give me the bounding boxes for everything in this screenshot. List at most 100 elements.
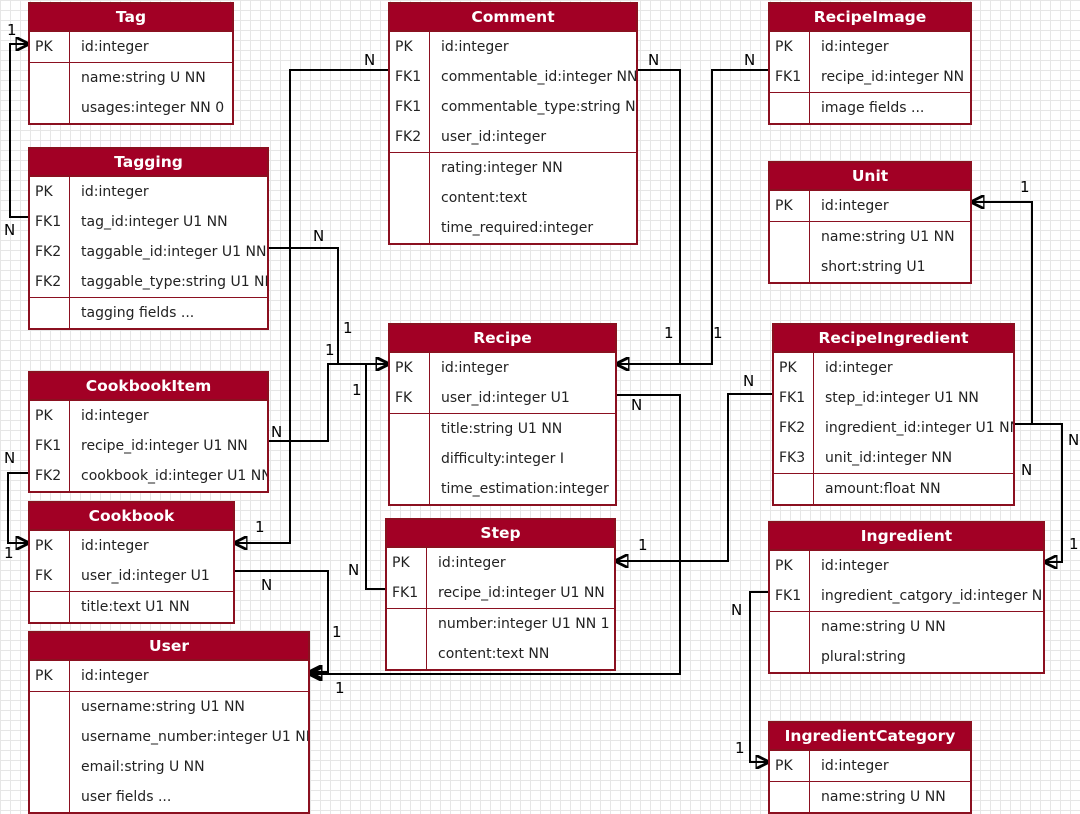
attribute-row: time_estimation:integer [390,474,615,504]
field-cell: usages:integer NN 0 [81,100,225,116]
key-cell: PK [30,531,70,561]
cardinality-label-recipeingredient-ingredient-n: N [1068,431,1080,449]
entity-title: Cookbook [30,503,233,531]
field-cell: tag_id:integer U1 NN [81,214,228,230]
entity-title: Tag [30,4,232,32]
key-cell: PK [390,353,430,383]
entity-recipe[interactable]: Recipe PK id:integer FK user_id:integer U1 ti… [388,323,617,506]
attribute-row: FK user_id:integer U1 [390,383,615,413]
field-cell: commentable_type:string NN [441,99,636,115]
attribute-row: FK1 commentable_id:integer NN [390,62,636,92]
field-cell: id:integer [825,360,893,376]
key-cell: PK [770,751,810,781]
cardinality-label-unit-one: 1 [1020,178,1030,196]
attribute-row: FK2 user_id:integer [390,122,636,152]
entity-recipeingredient[interactable]: RecipeIngredient PK id:integer FK1 step_id:i… [772,323,1015,506]
key-cell [770,252,810,282]
entity-tag[interactable]: Tag PK id:integer name:string U NN usages:in… [28,2,234,125]
entity-comment[interactable]: Comment PK id:integer FK1 commentable_id:int… [388,2,638,245]
key-cell: FK1 [770,62,810,92]
entity-unit[interactable]: Unit PK id:integer name:string U1 NN short:s… [768,161,972,284]
field-cell: name:string U NN [821,619,946,635]
attribute-row: username_number:integer U1 NN [30,722,308,752]
field-cell: name:string U NN [821,789,946,805]
key-cell [390,153,430,183]
field-cell: name:string U NN [81,70,206,86]
attribute-row: PK id:integer [390,32,636,62]
entity-cookbookitem[interactable]: CookbookItem PK id:integer FK1 recipe_id:int… [28,371,269,493]
cardinality-label-tagging-tag-n: N [4,221,16,239]
attribute-row: name:string U NN [30,62,232,93]
entity-step[interactable]: Step PK id:integer FK1 recipe_id:integer U1 … [385,518,616,671]
entity-ingredientcategory[interactable]: IngredientCategory PK id:integer name:strin… [768,721,972,814]
key-cell [770,93,810,123]
entity-title: Ingredient [770,523,1043,551]
attribute-row: user fields ... [30,782,308,812]
key-cell: PK [770,551,810,581]
key-cell: PK [30,401,70,431]
attribute-row: FK2 ingredient_id:integer U1 NN [774,413,1013,443]
field-cell: user fields ... [81,789,172,805]
attribute-row: FK1 step_id:integer U1 NN [774,383,1013,413]
field-cell: taggable_id:integer U1 NN [81,244,267,260]
key-cell: PK [387,548,427,578]
field-cell: time_estimation:integer [441,481,609,497]
field-cell: username_number:integer U1 NN [81,729,308,745]
entity-recipeimage[interactable]: RecipeImage PK id:integer FK1 recipe_id:inte… [768,2,972,125]
attribute-row: PK id:integer [30,32,232,62]
entity-title: RecipeIngredient [774,325,1013,353]
cardinality-label-cookbookitem-cookbook-n: N [4,449,16,467]
cardinality-label-step-recipe-n: N [348,561,360,579]
cardinality-label-recipeingredient-unit-n: N [1021,461,1033,479]
entity-tagging[interactable]: Tagging PK id:integer FK1 tag_id:integer U1 … [28,147,269,330]
field-cell: id:integer [821,758,889,774]
attribute-row: PK id:integer [30,177,267,207]
attribute-row: content:text NN [387,639,614,669]
cardinality-label-comment-user-n: N [364,51,376,69]
field-cell: short:string U1 [821,259,926,275]
field-cell: rating:integer NN [441,160,563,176]
cardinality-label-recipeingredient-step-n: N [743,372,755,390]
key-cell: PK [770,32,810,62]
edge-recipeimage-recipe [617,69,768,364]
field-cell: id:integer [81,184,149,200]
key-cell: FK [30,561,70,591]
key-cell: FK1 [30,207,70,237]
key-cell [390,414,430,444]
attribute-row: tagging fields ... [30,297,267,328]
attribute-row: FK1 commentable_type:string NN [390,92,636,122]
attribute-row: PK id:integer [774,353,1013,383]
key-cell: FK1 [30,431,70,461]
entity-title: IngredientCategory [770,723,970,751]
cardinality-label-recipe-user-n: N [631,396,643,414]
field-cell: commentable_id:integer NN [441,69,636,85]
field-cell: id:integer [821,198,889,214]
cardinality-label-ingredient-category-n: N [731,601,743,619]
field-cell: image fields ... [821,100,925,116]
key-cell: FK1 [390,92,430,122]
key-cell [390,444,430,474]
key-cell [387,639,427,669]
key-cell: FK2 [30,267,70,297]
field-cell: plural:string [821,649,906,665]
attribute-row: FK user_id:integer U1 [30,561,233,591]
key-cell: FK1 [390,62,430,92]
cardinality-label-comment-recipe-n: N [648,51,660,69]
entity-user[interactable]: User PK id:integer username:string U1 NN use… [28,631,310,814]
attribute-row: PK id:integer [390,353,615,383]
field-cell: username:string U1 NN [81,699,245,715]
cardinality-label-recipeimage-recipe-one: 1 [713,324,723,342]
attribute-row: FK1 recipe_id:integer U1 NN [387,578,614,608]
edge-cookbookitem-recipe [268,364,388,442]
field-cell: time_required:integer [441,220,594,236]
attribute-row: image fields ... [770,92,970,123]
field-cell: id:integer [81,39,149,55]
attribute-row: difficulty:integer I [390,444,615,474]
field-cell: amount:float NN [825,481,941,497]
cardinality-label-ingredient-one: 1 [1069,535,1079,553]
key-cell: FK1 [774,383,814,413]
entity-cookbook[interactable]: Cookbook PK id:integer FK user_id:integer U1… [28,501,235,624]
field-cell: title:text U1 NN [81,599,190,615]
entity-ingredient[interactable]: Ingredient PK id:integer FK1 ingredient_catg… [768,521,1045,674]
attribute-row: PK id:integer [770,191,970,221]
